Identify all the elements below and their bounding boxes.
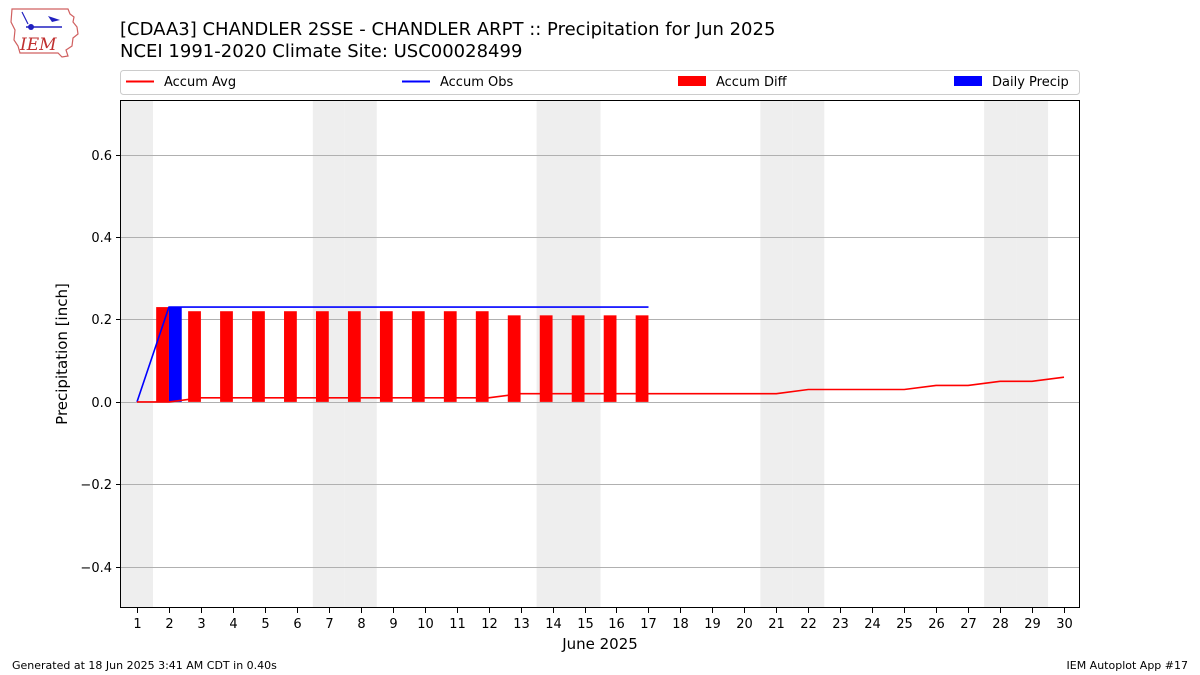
x-tick-label-18: 18 <box>672 617 689 632</box>
accum-diff-bar-14 <box>539 315 553 402</box>
app-id: IEM Autoplot App #17 <box>1067 659 1189 672</box>
x-tick-label-25: 25 <box>896 617 913 632</box>
x-tick-label-17: 17 <box>640 617 657 632</box>
x-tick-label-22: 22 <box>800 617 817 632</box>
accum-diff-bar-9 <box>379 311 393 402</box>
x-tick-label-30: 30 <box>1056 617 1073 632</box>
x-tick-label-19: 19 <box>704 617 721 632</box>
legend-accum-diff-label: Accum Diff <box>716 75 788 90</box>
chart-title: [CDAA3] CHANDLER 2SSE - CHANDLER ARPT ::… <box>120 19 775 40</box>
iowa-state-outline-icon <box>10 8 79 58</box>
weekend-shade-day-1 <box>121 101 153 608</box>
weekend-shade-day-22 <box>792 101 825 608</box>
accum-diff-bar-13 <box>507 315 521 402</box>
x-tick-label-26: 26 <box>928 617 945 632</box>
legend-accum-diff-swatch <box>678 76 706 86</box>
x-tick-label-16: 16 <box>608 617 625 632</box>
x-tick-label-13: 13 <box>513 617 530 632</box>
x-tick-label-9: 9 <box>389 617 397 632</box>
y-tick-label-0: −0.4 <box>80 561 112 576</box>
y-tick-label-5: 0.6 <box>91 149 112 164</box>
legend-daily-precip-label: Daily Precip <box>992 75 1069 90</box>
weekend-shade-day-29 <box>1016 101 1049 608</box>
accum-diff-bar-12 <box>475 311 489 402</box>
x-tick-label-6: 6 <box>293 617 301 632</box>
accum-diff-bar-4 <box>220 311 233 402</box>
x-tick-label-10: 10 <box>417 617 434 632</box>
x-tick-label-28: 28 <box>992 617 1009 632</box>
y-tick-label-4: 0.4 <box>91 231 112 246</box>
accum-diff-bar-3 <box>188 311 201 402</box>
weather-station-dot <box>28 24 34 30</box>
station-pole <box>21 11 29 25</box>
accum-obs-line <box>136 306 649 403</box>
x-tick-label-7: 7 <box>325 617 333 632</box>
x-axis-label: June 2025 <box>561 635 638 653</box>
x-tick-label-14: 14 <box>545 617 562 632</box>
accum-diff-bar-15 <box>571 315 585 402</box>
daily-precip-bar-2 <box>168 307 182 402</box>
y-tick-label-2: 0.0 <box>91 396 112 411</box>
legend: Accum Avg Accum Obs Accum Diff Daily Precip <box>120 70 1080 95</box>
x-tick-label-11: 11 <box>449 617 466 632</box>
x-tick-label-12: 12 <box>481 617 498 632</box>
x-tick-label-1: 1 <box>133 617 141 632</box>
accum-diff-bar-7 <box>315 311 329 402</box>
accum-diff-bar-5 <box>252 311 265 402</box>
wind-vane-icon <box>48 16 60 22</box>
chart-subtitle: NCEI 1991-2020 Climate Site: USC00028499 <box>120 41 522 62</box>
x-tick-label-24: 24 <box>864 617 881 632</box>
generated-timestamp: Generated at 18 Jun 2025 3:41 AM CDT in … <box>12 659 277 672</box>
accum-diff-bar-10 <box>411 311 425 402</box>
y-tick-label-1: −0.2 <box>80 478 112 493</box>
x-tick-label-8: 8 <box>357 617 365 632</box>
x-tick-label-27: 27 <box>960 617 977 632</box>
accum-diff-bar-11 <box>443 311 457 402</box>
accum-diff-bar-16 <box>603 315 617 402</box>
plot-frame <box>120 100 1080 608</box>
y-axis-label: Precipitation [inch] <box>53 283 71 425</box>
weekend-shade-day-21 <box>760 101 793 608</box>
x-tick-label-3: 3 <box>197 617 205 632</box>
accum-diff-bar-8 <box>347 311 361 402</box>
accum-diff-bar-2 <box>156 307 169 402</box>
accum-diff-bar-6 <box>284 311 297 402</box>
iem-logo: IEM <box>10 8 79 58</box>
accum-avg-line <box>137 376 1065 403</box>
weekend-shade-day-28 <box>984 101 1017 608</box>
x-tick-label-2: 2 <box>165 617 173 632</box>
legend-accum-obs-label: Accum Obs <box>440 75 513 90</box>
legend-accum-avg-label: Accum Avg <box>164 75 236 90</box>
legend-frame <box>120 70 1080 95</box>
legend-daily-precip-swatch <box>954 76 982 86</box>
logo-text: IEM <box>19 35 57 55</box>
x-tick-label-23: 23 <box>832 617 849 632</box>
x-tick-label-20: 20 <box>736 617 753 632</box>
x-tick-label-21: 21 <box>768 617 785 632</box>
x-tick-label-4: 4 <box>229 617 237 632</box>
x-tick-label-5: 5 <box>261 617 269 632</box>
x-tick-label-15: 15 <box>577 617 594 632</box>
y-tick-label-3: 0.2 <box>91 313 112 328</box>
x-tick-label-29: 29 <box>1024 617 1041 632</box>
accum-diff-bar-17 <box>635 315 649 402</box>
